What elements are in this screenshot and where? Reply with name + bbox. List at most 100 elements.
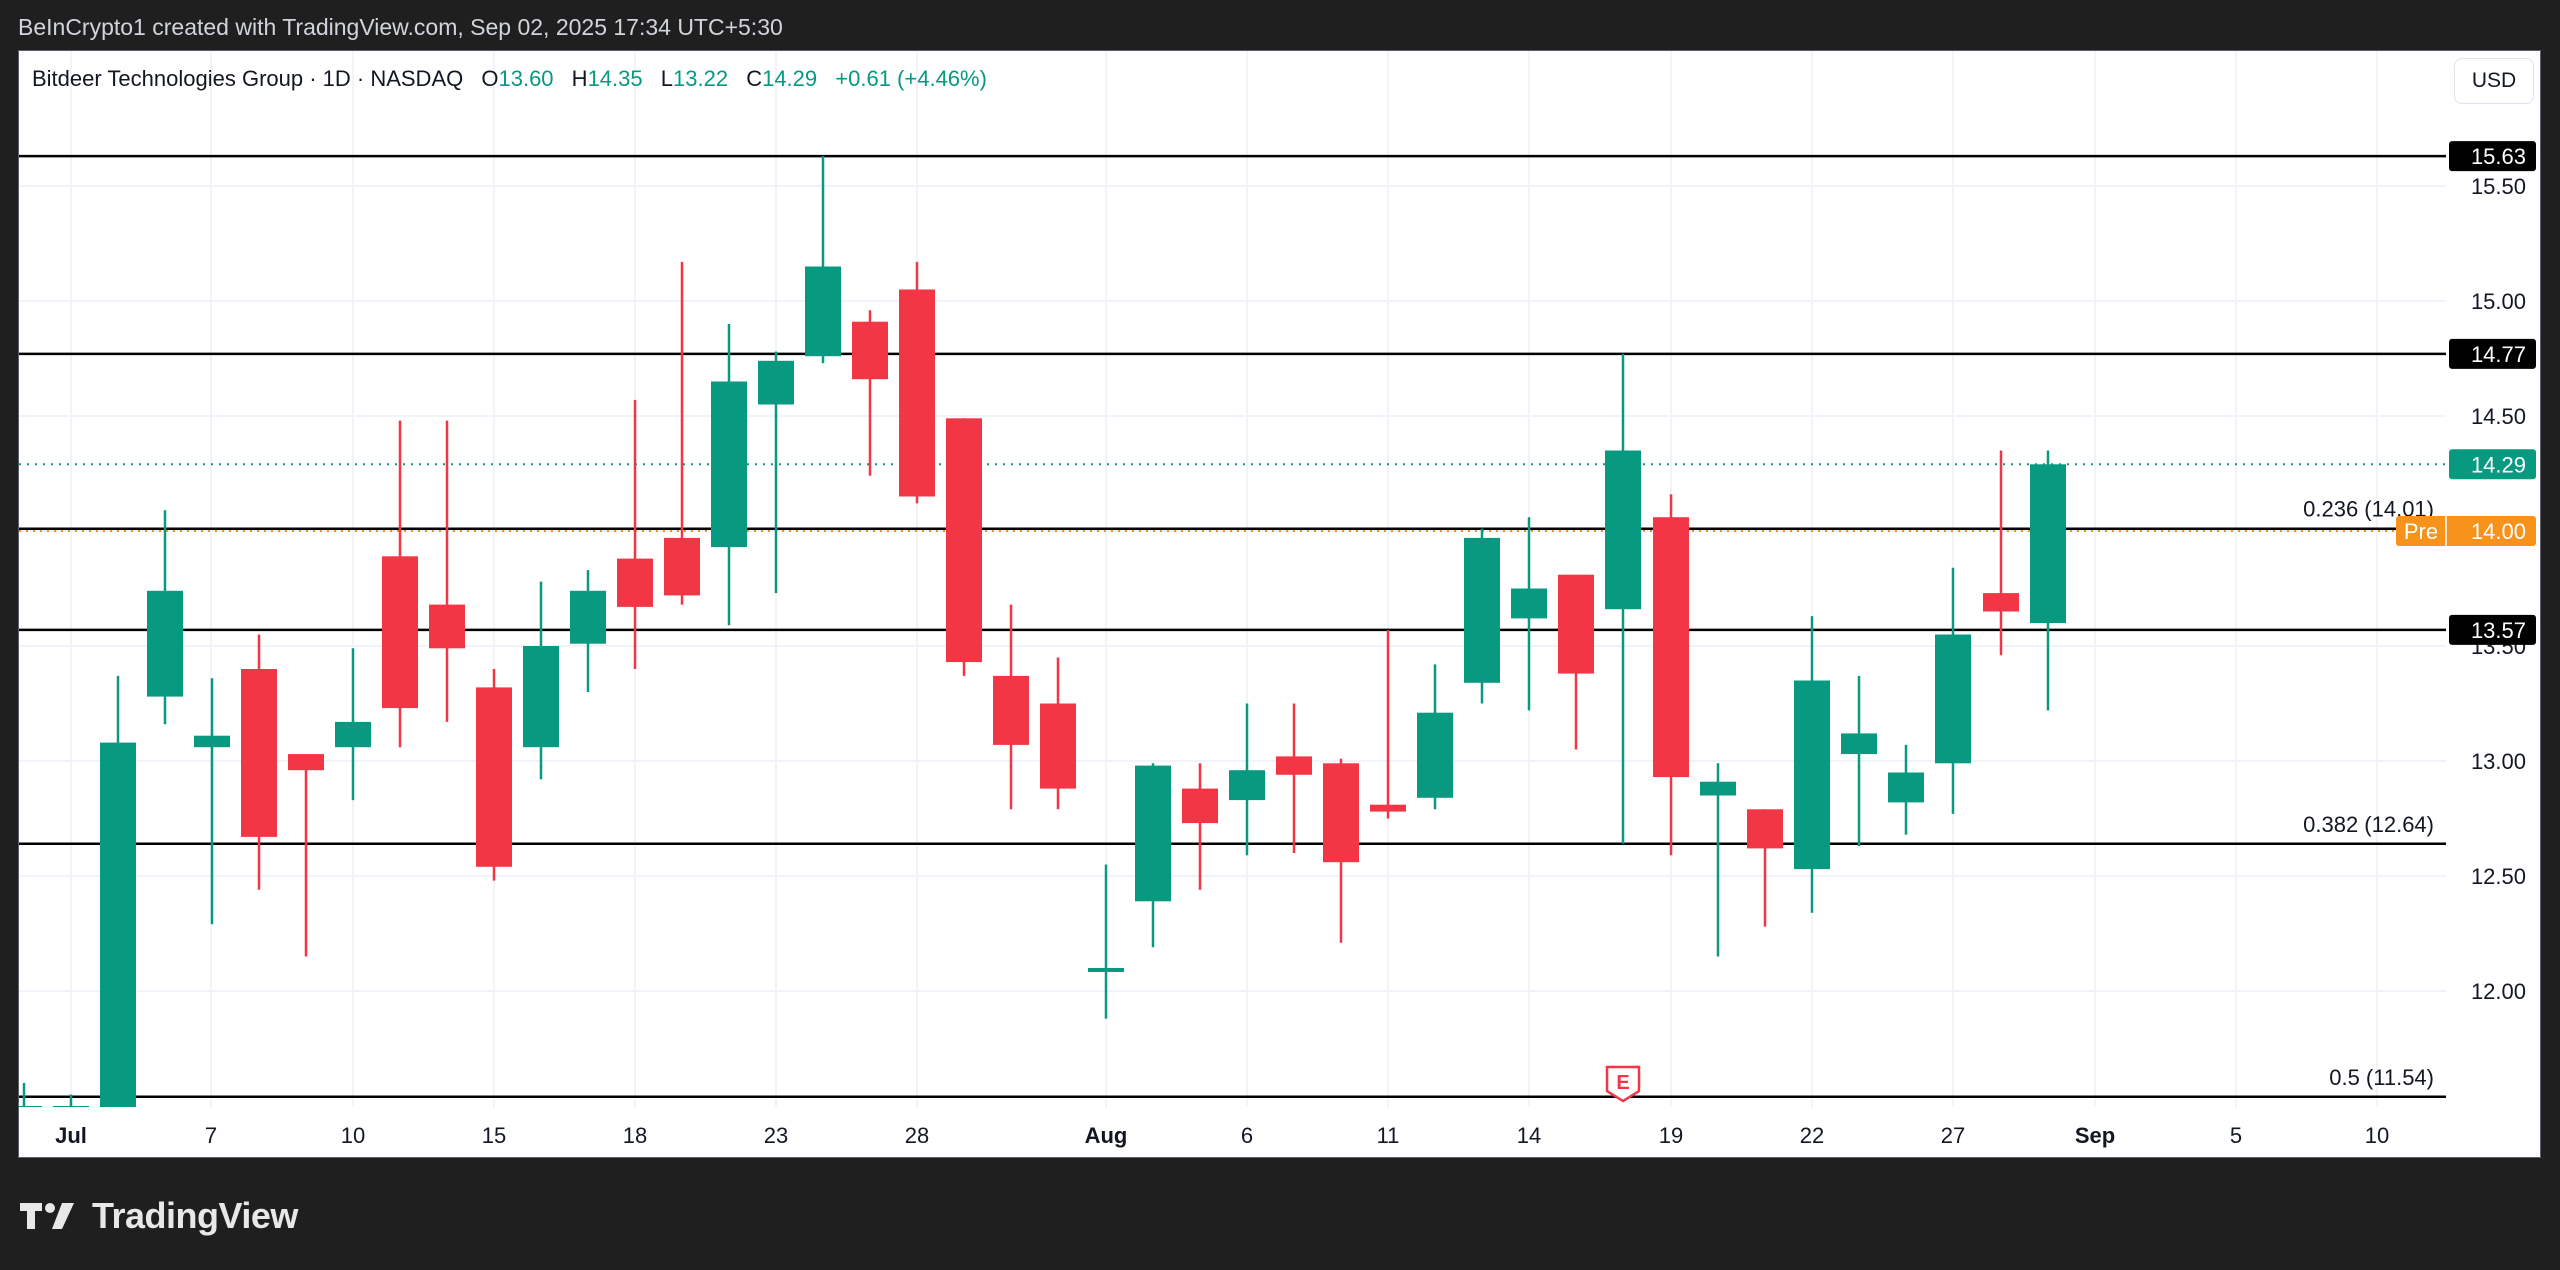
x-axis-tick-label: 19 [1659,1123,1683,1148]
x-axis-tick-label: 5 [2230,1123,2242,1148]
fib-level-label: 0.5 (11.54) [2329,1065,2434,1090]
horizontal-level-price-tag: 14.77 [2471,342,2526,367]
high-value: 14.35 [587,66,643,91]
candle-body-up[interactable] [2030,464,2066,623]
x-axis-tick-label: Aug [1085,1123,1128,1148]
candle-body-up[interactable] [1417,712,1453,798]
close-label: C [746,66,763,91]
candle-body-down[interactable] [288,754,324,771]
x-axis-tick-label: 28 [905,1123,929,1148]
candle-body-up[interactable] [805,266,841,357]
close-value: 14.29 [762,66,818,91]
horizontal-level-price-tag-background [2449,614,2536,645]
candle-body-up[interactable] [1841,733,1877,755]
candle-body-down[interactable] [1747,809,1783,849]
candle-body-up[interactable] [335,721,371,748]
x-axis-tick-label: 14 [1517,1123,1541,1148]
candle-body-up[interactable] [1464,537,1500,683]
y-axis-tick-label: 14.50 [2471,404,2526,429]
candle-body-down[interactable] [617,558,653,607]
horizontal-level-price-tag: 13.57 [2471,618,2526,643]
logo-text: TradingView [92,1195,298,1236]
y-axis-tick-label: 12.00 [2471,979,2526,1004]
last-price-tag: 14.29 [2471,452,2526,477]
candle-body-up[interactable] [570,590,606,644]
premarket-tag-label: Pre [2404,519,2438,544]
low-label: L [660,66,673,91]
candle-body-up[interactable] [147,590,183,697]
candle-body-down[interactable] [1370,804,1406,812]
fib-level-label: 0.382 (12.64) [2303,812,2434,837]
horizontal-level-price-tag-background [2449,338,2536,369]
low-value: 13.22 [673,66,729,91]
premarket-price-tag: 14.00 [2471,519,2526,544]
symbol-title: Bitdeer Technologies Group · 1D · NASDAQ [32,66,464,91]
candle-body-down[interactable] [429,604,465,649]
x-axis-tick-label: 27 [1941,1123,1965,1148]
change-value: +0.61 (+4.46%) [835,66,987,91]
candle-body-up[interactable] [194,735,230,748]
x-axis-tick-label: 7 [205,1123,217,1148]
candle-body-down[interactable] [476,687,512,867]
symbol-legend: Bitdeer Technologies Group · 1D · NASDAQ… [32,66,987,92]
earnings-marker-label: E [1616,1072,1629,1094]
open-value: 13.60 [498,66,554,91]
x-axis-tick-label: 6 [1241,1123,1253,1148]
earnings-marker-icon[interactable] [1605,1065,1641,1103]
last-price-tag-background [2449,449,2536,480]
y-axis-tick-label: 12.50 [2471,864,2526,889]
candle-body-down[interactable] [899,289,935,497]
x-axis-tick-label: 23 [764,1123,788,1148]
candle-body-down[interactable] [664,537,700,596]
x-axis-tick-label: 22 [1800,1123,1824,1148]
open-label: O [481,66,499,91]
tradingview-logo-icon [20,1203,74,1229]
y-axis-tick-label: 15.00 [2471,289,2526,314]
x-axis-tick-label: Jul [55,1123,87,1148]
candle-body-up[interactable] [1605,450,1641,610]
chart-panel[interactable]: 0.236 (14.01) 0.382 (12.64) 0.5 (11.54) E 12… [18,50,2541,1158]
premarket-tag-background [2396,516,2536,546]
candle-body-up[interactable] [53,1106,89,1118]
currency-button[interactable]: USD [2454,58,2534,104]
attribution-text: BeInCrypto1 created with TradingView.com… [18,14,783,40]
candle-body-down[interactable] [241,669,277,837]
candle-body-down[interactable] [1323,763,1359,863]
x-axis-tick-label: 11 [1377,1123,1400,1148]
x-axis-tick-label: 10 [341,1123,365,1148]
x-axis-tick-label: 10 [2365,1123,2389,1148]
tradingview-logo: TradingView [20,1195,298,1237]
candle-body-down[interactable] [1558,574,1594,674]
y-axis-tick-label: 15.50 [2471,174,2526,199]
candle-body-up[interactable] [711,381,747,548]
candle-body-up[interactable] [1511,588,1547,619]
candle-body-up[interactable] [1888,772,1924,803]
candle-body-down[interactable] [1653,517,1689,778]
candle-body-down[interactable] [1182,788,1218,824]
candle-body-up[interactable] [19,1106,42,1118]
high-label: H [571,66,588,91]
candle-body-up[interactable] [1700,781,1736,796]
candle-body-up[interactable] [1935,634,1971,764]
candle-body-down[interactable] [993,675,1029,745]
candle-body-up[interactable] [758,360,794,405]
candle-body-down[interactable] [852,321,888,380]
x-axis-tick-label: 15 [482,1123,506,1148]
horizontal-level-price-tag-background [2449,141,2536,172]
candle-body-up[interactable] [523,646,559,748]
horizontal-level-price-tag: 15.63 [2471,144,2526,169]
candle-body-down[interactable] [1983,593,2019,612]
candle-body-down[interactable] [1276,756,1312,775]
candle-body-down[interactable] [1040,703,1076,789]
candle-body-down[interactable] [382,556,418,709]
y-axis-tick-label: 13.00 [2471,749,2526,774]
candle-body-up[interactable] [1229,770,1265,801]
candle-body-up[interactable] [1088,968,1124,972]
candlestick-chart[interactable]: 0.236 (14.01)0.382 (12.64)0.5 (11.54)E12… [19,51,2540,1157]
candle-body-down[interactable] [946,418,982,663]
x-axis-tick-label: Sep [2075,1123,2115,1148]
x-axis-tick-label: 18 [623,1123,647,1148]
candle-body-up[interactable] [100,742,136,1118]
candle-body-up[interactable] [1794,680,1830,870]
candle-body-up[interactable] [1135,765,1171,902]
